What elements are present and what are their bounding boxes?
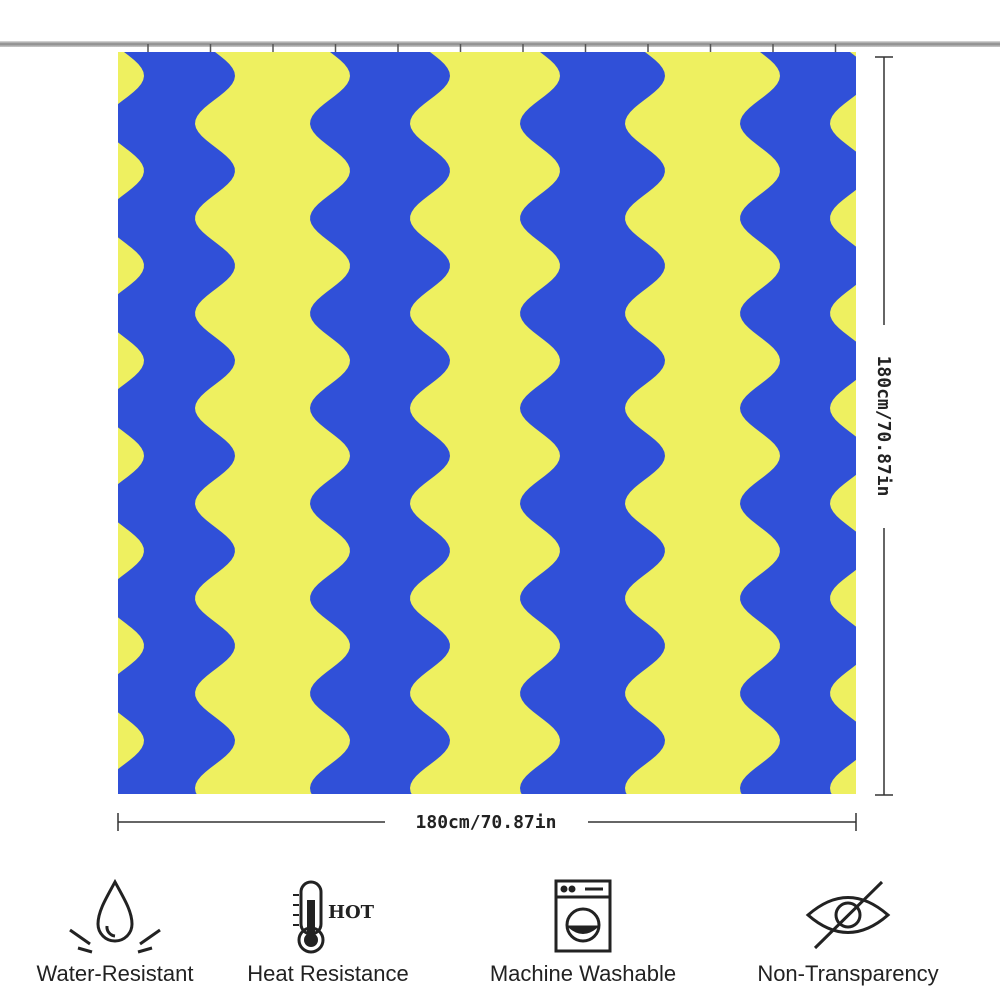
curtain (118, 52, 856, 794)
heat-icon: HOT (293, 880, 375, 954)
height-dimension (875, 56, 893, 796)
yellow-band (625, 52, 780, 794)
eye-icon (805, 880, 891, 950)
yellow-band (118, 52, 144, 794)
yellow-bands (118, 52, 856, 794)
yellow-band (830, 52, 856, 794)
yellow-band (195, 52, 350, 794)
feature-label: Heat Resistance (247, 961, 408, 986)
feature-label: Non-Transparency (757, 961, 938, 986)
hot-text: HOT (328, 902, 375, 923)
height-label: 180cm/70.87in (873, 356, 894, 497)
curtain-rod (0, 41, 1000, 47)
washer-icon (554, 879, 612, 953)
feature-label: Machine Washable (490, 961, 676, 986)
water-icon (69, 878, 161, 954)
width-dimension (117, 813, 857, 831)
width-label: 180cm/70.87in (416, 812, 557, 833)
feature-label: Water-Resistant (37, 961, 194, 986)
yellow-band (410, 52, 560, 794)
